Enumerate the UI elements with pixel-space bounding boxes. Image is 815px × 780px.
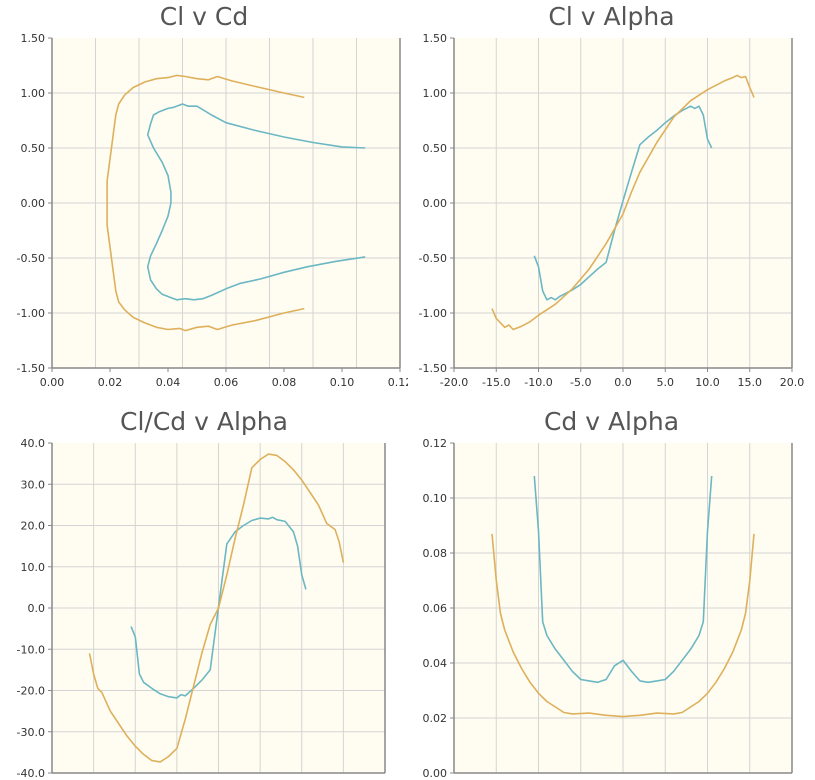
y-tick-label: 1.50 [423, 32, 448, 45]
y-tick-label: 0.50 [21, 142, 46, 155]
x-tick-label: 0.06 [214, 376, 239, 389]
y-tick-label: -1.50 [419, 362, 447, 375]
x-tick-label: 0.10 [330, 376, 355, 389]
chart-cl-v-alpha: Cl v Alpha -1.50 -1.00 -0.50 0.00 0.50 1.00 1.… [408, 0, 815, 395]
y-tick-label: 0.08 [423, 547, 448, 560]
y-tick-label: -30.0 [17, 726, 45, 739]
y-tick-label: 40.0 [21, 437, 46, 450]
y-tick-label: 0.04 [423, 657, 448, 670]
y-tick-label: 0.0 [28, 602, 46, 615]
y-tick-label: 0.12 [423, 437, 448, 450]
y-tick-label: 1.00 [423, 87, 448, 100]
x-tick-label: -5.0 [570, 376, 591, 389]
x-tick-label: 0.02 [98, 376, 123, 389]
x-tick-label: 0.0 [614, 376, 632, 389]
y-tick-label: 0.00 [423, 767, 448, 780]
chart-svg: -40.0 -30.0 -20.0 -10.0 0.0 10.0 20.0 30.0 40.0 [0, 405, 408, 780]
y-tick-label: 0.02 [423, 712, 448, 725]
chart-cd-v-alpha: Cd v Alpha 0.00 0.02 0.04 0.06 0.08 0.10 0.12 [408, 405, 815, 780]
y-tick-label: -1.00 [419, 307, 447, 320]
y-tick-label: 30.0 [21, 478, 46, 491]
chart-svg: -1.50 -1.00 -0.50 0.00 0.50 1.00 1.50 -20.0 -15.… [408, 0, 815, 395]
x-tick-label: 20.0 [780, 376, 805, 389]
x-tick-label: -20.0 [440, 376, 468, 389]
y-tick-label: -0.50 [419, 252, 447, 265]
chart-svg: -1.50 -1.00 -0.50 0.00 0.50 1.00 1.50 0.00 0.02 0… [0, 0, 408, 395]
y-tick-label: -1.00 [17, 307, 45, 320]
chart-svg: 0.00 0.02 0.04 0.06 0.08 0.10 0.12 [408, 405, 815, 780]
y-tick-label: -0.50 [17, 252, 45, 265]
y-tick-label: 0.50 [423, 142, 448, 155]
y-tick-label: 0.10 [423, 492, 448, 505]
x-tick-label: 0.00 [40, 376, 65, 389]
y-tick-label: 0.00 [21, 197, 46, 210]
x-tick-label: 15.0 [738, 376, 763, 389]
x-tick-label: 0.08 [272, 376, 297, 389]
y-tick-label: -1.50 [17, 362, 45, 375]
y-tick-label: -10.0 [17, 643, 45, 656]
y-tick-label: 0.06 [423, 602, 448, 615]
x-tick-label: 0.12 [388, 376, 408, 389]
x-tick-label: -15.0 [482, 376, 510, 389]
y-tick-label: 10.0 [21, 561, 46, 574]
x-tick-label: 0.04 [156, 376, 181, 389]
chart-clcd-v-alpha: Cl/Cd v Alpha -40.0 -30.0 -20.0 -10.0 0.0 10.… [0, 405, 408, 780]
x-tick-label: -10.0 [524, 376, 552, 389]
chart-cl-v-cd: Cl v Cd -1.50 -1.00 -0.50 0.00 0.50 1.00 1.50 0… [0, 0, 408, 395]
y-tick-label: -40.0 [17, 767, 45, 780]
x-tick-label: 10.0 [695, 376, 720, 389]
y-tick-label: 20.0 [21, 520, 46, 533]
y-tick-label: 1.50 [21, 32, 46, 45]
y-tick-label: 0.00 [423, 197, 448, 210]
x-tick-label: 5.0 [657, 376, 675, 389]
y-tick-label: 1.00 [21, 87, 46, 100]
y-tick-label: -20.0 [17, 685, 45, 698]
